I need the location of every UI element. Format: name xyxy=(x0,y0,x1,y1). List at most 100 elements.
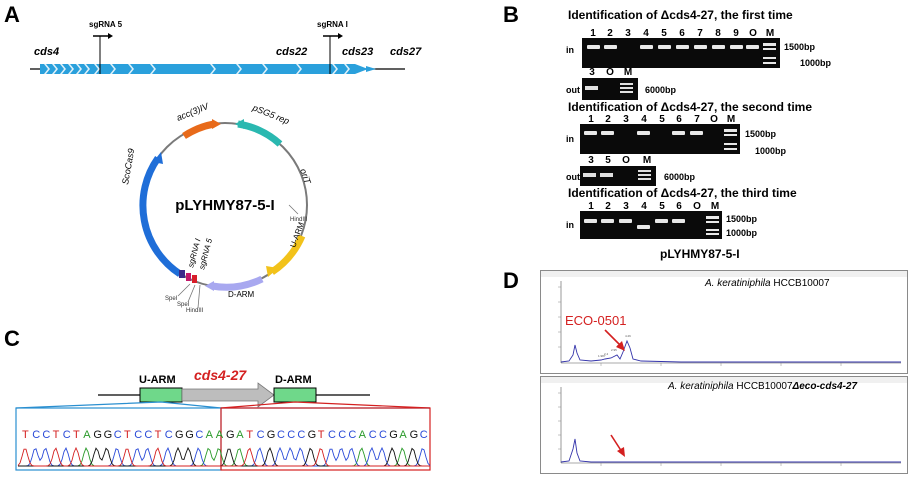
sequence-base: G xyxy=(267,429,276,441)
gel2-lane-4: 4 xyxy=(641,114,647,125)
sequence-base: C xyxy=(32,429,40,441)
sequence-base: T xyxy=(73,429,80,441)
gel1-lane-1: 1 xyxy=(590,28,596,39)
chrom-bottom-title: A. keratiniphila HCCB10007Δeco-cds4-27 xyxy=(668,381,857,392)
gel2-in-gel xyxy=(580,124,740,154)
sequence-chromatogram xyxy=(17,446,431,467)
gel2-lane-o: O xyxy=(710,114,718,125)
gel1-lane-9: 9 xyxy=(733,28,739,39)
sequence-base: C xyxy=(420,429,428,441)
sequence-base: G xyxy=(93,429,102,441)
gel2-title: Identification of Δcds4-27, the second t… xyxy=(568,100,813,114)
panel-label-c: C xyxy=(4,326,20,351)
gel1-out-label: out xyxy=(566,85,580,95)
gel3-lane-4: 4 xyxy=(641,201,647,212)
sequence-base: C xyxy=(134,429,142,441)
eco-0501-arrow xyxy=(604,329,625,351)
sequence-base: C xyxy=(42,429,50,441)
feature-acc: acc(3)IV xyxy=(175,101,211,123)
gel2-marker-1500: 1500bp xyxy=(745,129,777,139)
plasmid-name: pLYHMY87-5-I xyxy=(175,197,274,214)
sequence-base: C xyxy=(63,429,71,441)
gel1-lane-3: 3 xyxy=(625,28,631,39)
chrom-bottom-strain: HCCB10007 xyxy=(736,381,793,392)
feature-hindiii-bottom: HindIII xyxy=(186,308,204,314)
gel2-in-label: in xyxy=(566,134,574,144)
chrom-bottom-species: A. keratiniphila xyxy=(668,381,734,392)
feature-scocas9: ScoCas9 xyxy=(120,148,136,186)
gel1-lane-m: M xyxy=(765,28,775,39)
plasmid-map: pLYHMY87-5-I acc(3)IV pSG5 rep oriT Hind… xyxy=(120,101,313,314)
gel1-out-lane-m: M xyxy=(623,67,633,78)
gel3-marker-1000: 1000bp xyxy=(726,228,758,238)
gel2-marker-1000: 1000bp xyxy=(755,146,787,156)
gel2-out-label: out xyxy=(566,172,580,182)
sgrna5-label: sgRNA 5 xyxy=(89,20,123,29)
sequence-base: T xyxy=(124,429,131,441)
sequence-base: A xyxy=(359,429,367,441)
feature-uarm: U-ARM xyxy=(288,221,306,249)
panel-label-d: D xyxy=(503,268,519,293)
sequence-base: C xyxy=(277,429,285,441)
gel3-lane-5: 5 xyxy=(659,201,665,212)
chrom-top-title: A. keratiniphila HCCB10007 xyxy=(705,278,830,289)
gel2-out-lane-5: 5 xyxy=(605,155,611,166)
gel1-in-label: in xyxy=(566,45,574,55)
sequence-base: T xyxy=(53,429,60,441)
sequence-base: G xyxy=(389,429,398,441)
gel1-lane-o: O xyxy=(749,28,757,39)
trace-T xyxy=(17,446,430,467)
gene-label-cds4: cds4 xyxy=(34,46,59,58)
sequence-base: C xyxy=(338,429,346,441)
sequence-base: C xyxy=(328,429,336,441)
chrom-bottom-mutant: Δeco-cds4-27 xyxy=(792,381,858,392)
gel2-lane-1: 1 xyxy=(588,114,594,125)
gel3-marker-1500: 1500bp xyxy=(726,214,758,224)
sequence-base: T xyxy=(22,429,29,441)
svg-text:4.26: 4.26 xyxy=(625,334,631,338)
chrom-top-species: A. keratiniphila xyxy=(705,278,771,289)
uarm-box xyxy=(139,387,183,403)
gel1-out-lane-3: 3 xyxy=(589,67,595,78)
gel2-lane-3: 3 xyxy=(623,114,629,125)
eco-0501-label: ECO-0501 xyxy=(565,313,627,328)
sequence-base: G xyxy=(308,429,317,441)
sequence-base: A xyxy=(206,429,214,441)
gel1-lane-2: 2 xyxy=(607,28,613,39)
gel2-marker-6000: 6000bp xyxy=(664,172,696,182)
sequence-base: A xyxy=(236,429,244,441)
darm-box xyxy=(273,387,317,403)
gel1-title: Identification of Δcds4-27, the first ti… xyxy=(568,8,793,22)
gene-cds4-27-label: cds4-27 xyxy=(194,367,247,383)
feature-psg5rep: pSG5 rep xyxy=(250,102,290,126)
gel2-out-lane-m: M xyxy=(642,155,652,166)
gel3-lane-m: M xyxy=(710,201,720,212)
gel3-lane-3: 3 xyxy=(623,201,629,212)
gel1-marker-1500: 1500bp xyxy=(784,42,816,52)
gel3-in-gel xyxy=(580,211,722,239)
panel-label-a: A xyxy=(4,2,20,27)
gel1-out-gel xyxy=(582,78,638,100)
gel3-title: Identification of Δcds4-27, the third ti… xyxy=(568,186,797,200)
sequence-base: C xyxy=(369,429,377,441)
gel3-lane-1: 1 xyxy=(588,201,594,212)
sequence-base: T xyxy=(155,429,162,441)
feature-spei-1: SpeI xyxy=(165,296,178,302)
gel2-out-lane-3: 3 xyxy=(588,155,594,166)
gel1-marker-6000: 6000bp xyxy=(645,85,677,95)
gene-label-cds22: cds22 xyxy=(276,46,307,58)
svg-text:1.987: 1.987 xyxy=(598,354,606,358)
feature-hindiii-top: HindIII xyxy=(290,217,308,223)
missing-peak-arrow xyxy=(610,434,625,457)
gel1-in-gel xyxy=(582,38,780,68)
gel1-lane-5: 5 xyxy=(661,28,667,39)
gel2-lane-m: M xyxy=(726,114,736,125)
gel3-in-label: in xyxy=(566,220,574,230)
sequence-base: A xyxy=(216,429,224,441)
sequence-base: C xyxy=(195,429,203,441)
sequence-base: C xyxy=(165,429,173,441)
gel1-out-lane-o: O xyxy=(606,67,614,78)
gel1-lane-6: 6 xyxy=(679,28,685,39)
